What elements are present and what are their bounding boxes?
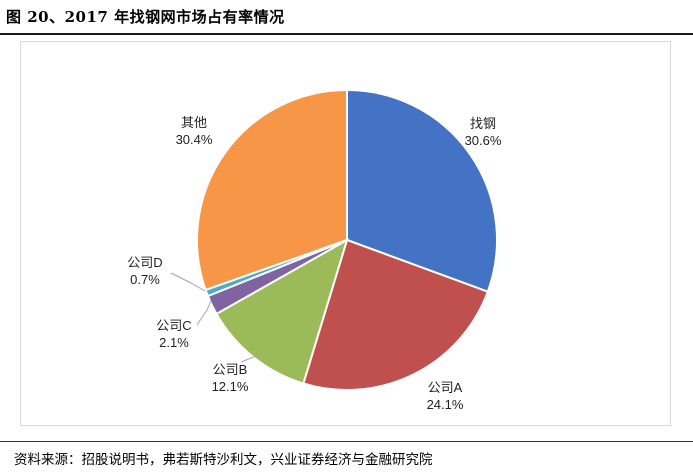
leader-line-5 [170, 272, 206, 292]
source-note: 资料来源：招股说明书，弗若斯特沙利文，兴业证券经济与金融研究院 [14, 452, 433, 468]
title-divider [0, 33, 693, 35]
slice-label-5: 公司D [127, 255, 162, 270]
slice-value-6: 30.4% [176, 132, 213, 147]
leader-line-4 [196, 300, 212, 326]
slice-value-5: 0.7% [130, 272, 160, 287]
pie-slice-1 [346, 88, 498, 293]
pie-slice-6 [196, 88, 348, 292]
source-divider [0, 441, 693, 442]
slice-label-3: 公司B [213, 362, 248, 377]
slice-label-2: 公司A [428, 380, 463, 395]
figure-title: 图 20、2017 年找钢网市场占有率情况 [6, 8, 285, 26]
slice-label-4: 公司C [156, 318, 191, 333]
pie-chart: 找钢 30.6% 公司A 24.1% 公司B 12.1% 公司C 2.1% 公司D 0.7% 其他 3… [127, 88, 502, 412]
chart-area: 找钢 30.6% 公司A 24.1% 公司B 12.1% 公司C 2.1% 公司D 0.7% 其他 3… [20, 41, 671, 426]
slice-value-4: 2.1% [159, 335, 189, 350]
slice-label-6: 其他 [181, 115, 207, 130]
slice-label-1: 找钢 [470, 116, 496, 131]
pie-slice-2 [302, 238, 490, 391]
slice-value-2: 24.1% [427, 397, 464, 412]
slice-value-3: 12.1% [212, 379, 249, 394]
slice-value-1: 30.6% [465, 133, 502, 148]
leader-line-3 [240, 353, 262, 363]
